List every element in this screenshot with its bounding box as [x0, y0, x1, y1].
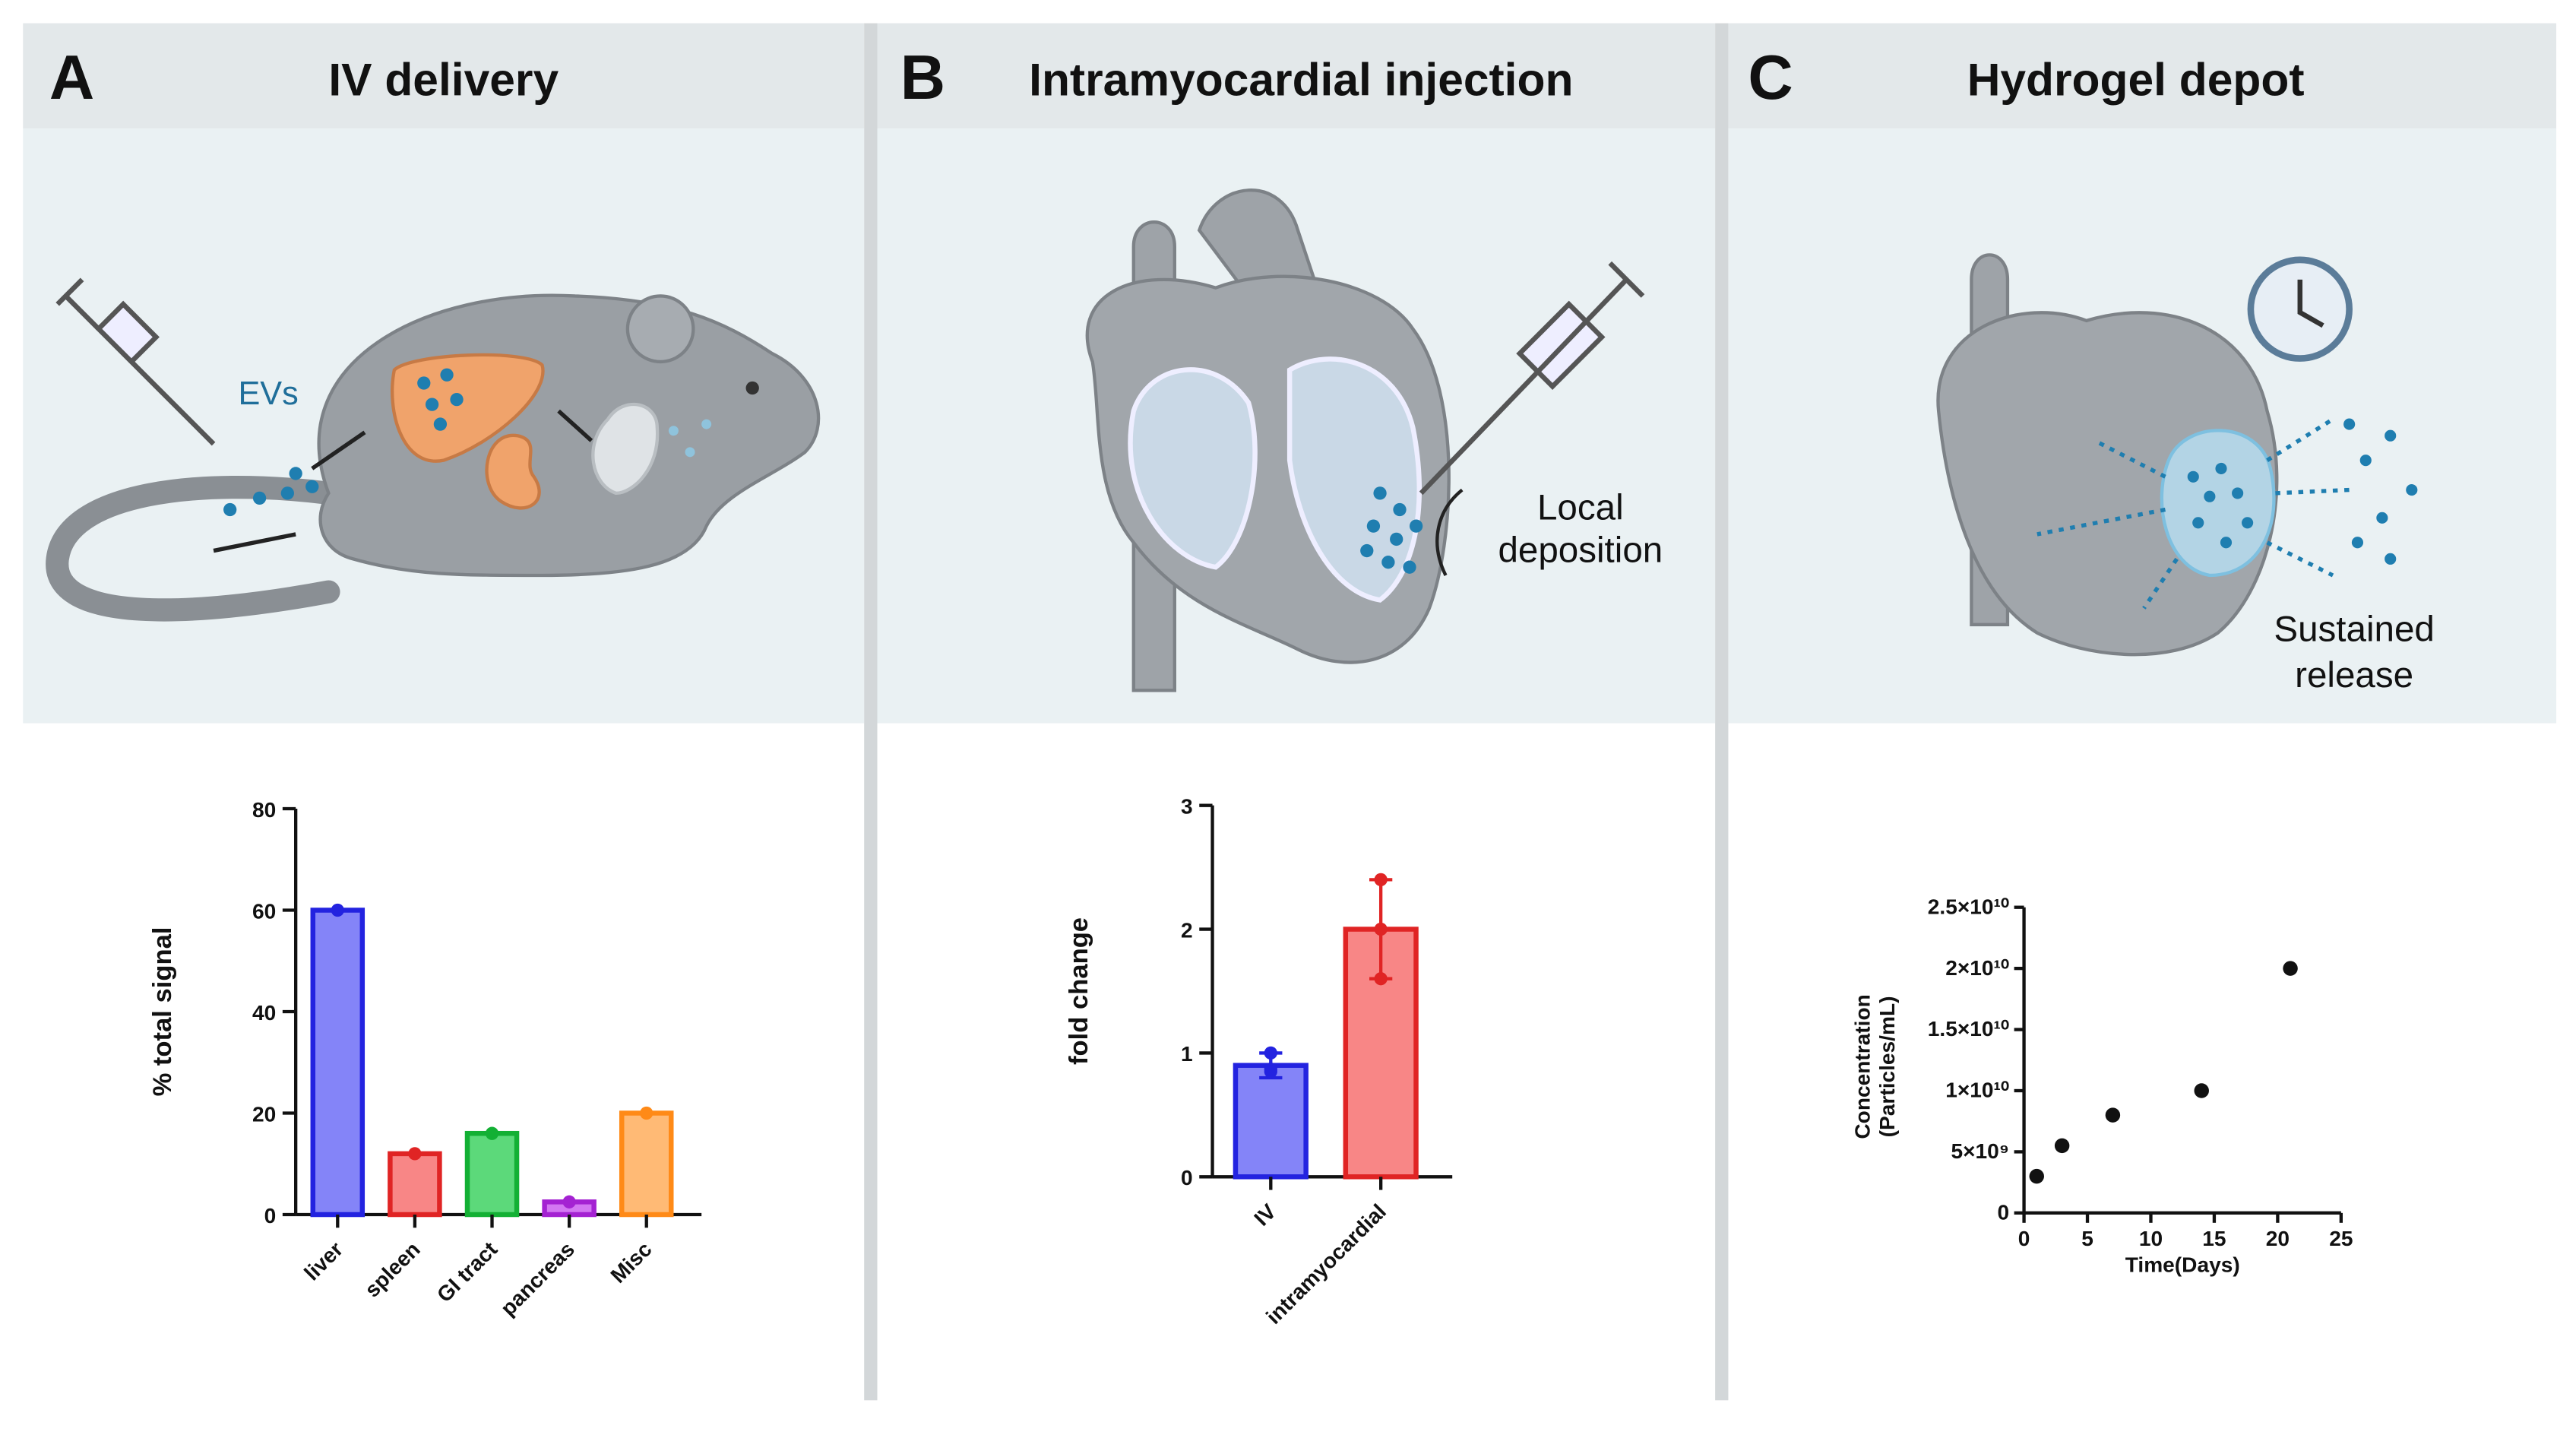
data-point [1374, 873, 1388, 887]
data-point [2105, 1107, 2121, 1123]
panel-letter: B [900, 43, 945, 112]
x-tick-label: pancreas [496, 1237, 579, 1320]
y-tick-label: 2 [1181, 918, 1193, 942]
data-point [1374, 922, 1388, 936]
ev-dots [223, 368, 464, 517]
illustration-label: deposition [1498, 531, 1663, 571]
syringe [1419, 261, 1645, 496]
x-tick-label: 25 [2329, 1227, 2353, 1250]
hydrogel [2160, 429, 2276, 578]
separator [864, 23, 878, 1401]
faint-dots [668, 419, 712, 458]
hydrogel-illustration: Sustained release [1936, 253, 2435, 695]
arrows [213, 409, 593, 553]
data-point [331, 903, 344, 917]
data-point [562, 1195, 576, 1209]
y-tick-label: 0 [1997, 1200, 2009, 1224]
y-tick-label: 5×10⁹ [1951, 1139, 2009, 1163]
data-point [2283, 961, 2298, 976]
y-tick-label: 0 [264, 1204, 277, 1228]
bar [388, 1151, 442, 1218]
syringe [55, 277, 216, 446]
clock-hands [2297, 279, 2324, 328]
panel-title: Intramyocardial injection [1029, 54, 1573, 106]
panel-letter: A [49, 43, 94, 112]
x-tick-label: Misc [606, 1237, 657, 1288]
panel-title: Hydrogel depot [1967, 54, 2305, 106]
kidney [485, 433, 541, 510]
x-tick-label: GI tract [432, 1237, 502, 1307]
data-point [2194, 1083, 2209, 1098]
header-band [877, 23, 1716, 128]
y-tick-label: 0 [1181, 1166, 1193, 1189]
x-tick-label: liver [299, 1237, 347, 1285]
heart-illustration: Local deposition [1085, 188, 1663, 692]
x-tick-label: 20 [2266, 1227, 2290, 1250]
data-point [2029, 1168, 2044, 1184]
eye [745, 381, 759, 395]
y-tick-label: 3 [1181, 794, 1193, 818]
header-band [1728, 23, 2557, 128]
data-point [640, 1106, 653, 1120]
y-tick-label: 2×10¹⁰ [1945, 956, 2009, 980]
y-tick-label: 60 [252, 899, 276, 923]
ear [625, 294, 695, 364]
x-tick-label: intramyocardial [1261, 1199, 1391, 1329]
panel-letter: C [1748, 43, 1793, 112]
tail [46, 475, 340, 622]
data-point [485, 1126, 499, 1140]
y-axis-label: (Particles/mL) [1875, 996, 1899, 1138]
aorta [1197, 188, 1317, 298]
x-tick-label: 10 [2139, 1227, 2163, 1250]
y-axis-label: % total signal [148, 927, 177, 1097]
data-point [1264, 1065, 1277, 1079]
bar [464, 1130, 520, 1218]
y-tick-label: 40 [252, 1001, 276, 1025]
ev-dots [1360, 486, 1423, 574]
separator [1715, 23, 1729, 1401]
y-tick-label: 1.5×10¹⁰ [1928, 1017, 2009, 1041]
data-point [2054, 1138, 2070, 1154]
y-tick-label: 2.5×10¹⁰ [1928, 895, 2009, 918]
ev-dots [2187, 418, 2418, 565]
bar [310, 908, 366, 1218]
release-arrows [2036, 417, 2350, 610]
panel-title: IV delivery [328, 54, 559, 106]
chamber [1286, 356, 1422, 603]
chamber [1128, 367, 1258, 570]
x-tick-label: IV [1249, 1199, 1280, 1231]
data-point [1264, 1046, 1277, 1060]
arrow [1435, 488, 1464, 576]
small-heart [591, 402, 660, 496]
illustration-label: Local [1537, 487, 1624, 527]
illustration-label: Sustained [2274, 609, 2434, 649]
y-axis-label: fold change [1065, 917, 1093, 1065]
x-tick-label: 0 [2018, 1227, 2030, 1250]
bar [1233, 1063, 1309, 1180]
mouse-illustration: EVs [46, 277, 821, 622]
y-tick-label: 80 [252, 798, 276, 822]
x-axis-label: Time(Days) [2125, 1253, 2240, 1277]
x-tick-label: 15 [2202, 1227, 2226, 1250]
header-band [23, 23, 865, 128]
data-point [408, 1147, 422, 1161]
y-tick-label: 20 [252, 1102, 276, 1126]
illustration-label: EVs [238, 375, 298, 412]
y-tick-label: 1×10¹⁰ [1945, 1079, 2009, 1102]
illustration-label: release [2295, 655, 2413, 695]
y-axis-label: Concentration [1850, 994, 1874, 1139]
data-point [1374, 972, 1388, 986]
y-tick-label: 1 [1181, 1042, 1193, 1066]
x-tick-label: 5 [2081, 1227, 2093, 1250]
bar [619, 1110, 674, 1218]
x-tick-label: spleen [360, 1237, 425, 1302]
